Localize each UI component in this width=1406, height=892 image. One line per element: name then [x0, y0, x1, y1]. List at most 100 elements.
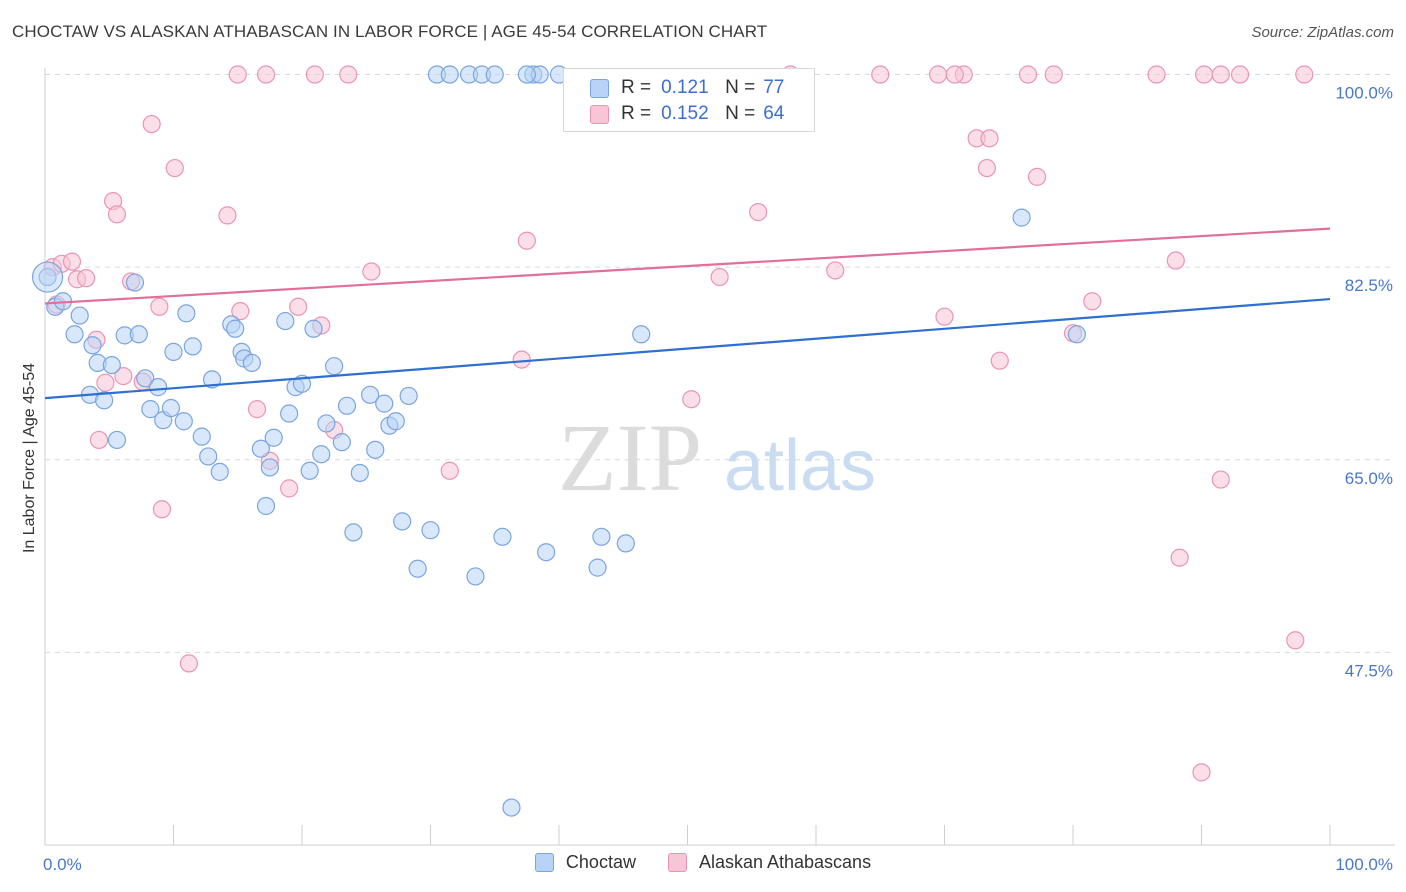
athabascan-point: [280, 479, 299, 498]
athabascan-point: [77, 269, 96, 288]
athabascan-point: [928, 65, 948, 84]
y-axis-label: In Labor Force | Age 45-54: [21, 363, 38, 553]
choctaw-point: [1012, 208, 1031, 227]
choctaw-point: [226, 319, 245, 338]
choctaw-point: [136, 369, 155, 388]
athabascan-point: [1194, 65, 1214, 84]
athabascan-point: [247, 400, 267, 419]
y-tick-label: 65.0%: [1345, 469, 1393, 488]
athabascan-point: [339, 65, 358, 84]
athabascan-point: [142, 114, 161, 134]
athabascan-point: [256, 65, 276, 84]
athabascan-point: [517, 231, 536, 250]
n-label: N =: [725, 103, 756, 124]
athabascan-trend-line: [44, 227, 1331, 305]
choctaw-point: [95, 391, 114, 410]
athabascan-swatch: [590, 104, 609, 124]
choctaw-point: [1067, 325, 1086, 344]
x-tick-labels: 0.0% 100.0%: [43, 855, 1393, 874]
athabascan-point: [152, 500, 172, 519]
watermark-zip: ZIP: [558, 404, 702, 511]
choctaw-point: [502, 798, 521, 817]
stats-legend: R = 0.121 N = 77 R = 0.152 N = 64: [563, 68, 815, 132]
y-tick-label: 100.0%: [1335, 84, 1393, 103]
choctaw-point: [325, 357, 344, 376]
choctaw-point: [304, 319, 323, 338]
choctaw-point: [260, 458, 279, 477]
athabascan-n-value: 64: [763, 103, 785, 124]
watermark: ZIP atlas: [558, 404, 876, 511]
choctaw-point: [141, 400, 160, 419]
choctaw-point: [517, 65, 536, 84]
legend-row-choctaw: R = 0.121 N = 77: [590, 77, 784, 99]
athabascan-point: [1170, 548, 1189, 567]
choctaw-legend-label: Choctaw: [565, 852, 636, 872]
choctaw-point: [592, 527, 611, 546]
choctaw-large-point: [31, 261, 64, 293]
athabascan-point: [826, 261, 845, 280]
legend-item-athabascan[interactable]: Alaskan Athabascans: [667, 852, 872, 873]
athabascan-point: [89, 430, 109, 450]
choctaw-point: [300, 461, 319, 480]
athabascan-point: [990, 351, 1009, 370]
athabascan-point: [218, 206, 237, 225]
choctaw-point: [466, 567, 485, 586]
athabascan-point: [228, 65, 247, 84]
athabascan-point: [305, 65, 324, 84]
athabascan-point: [96, 373, 115, 392]
athabascan-point: [977, 158, 997, 178]
choctaw-point: [148, 378, 168, 397]
choctaw-point: [312, 445, 331, 464]
choctaw-point: [317, 414, 336, 433]
choctaw-r-value: 0.121: [661, 77, 709, 98]
athabascan-point: [1286, 631, 1305, 650]
data-points: [31, 65, 1314, 817]
athabascan-point: [1295, 65, 1314, 84]
choctaw-swatch: [590, 78, 609, 98]
athabascan-point: [107, 205, 127, 224]
athabascan-point: [945, 65, 964, 84]
athabascan-point: [980, 129, 999, 148]
athabascan-point: [165, 158, 184, 178]
athabascan-point: [1027, 167, 1047, 186]
athabascan-point: [362, 262, 381, 281]
source-credit: Source: ZipAtlas.com: [1251, 24, 1394, 41]
r-label: R =: [621, 103, 652, 124]
athabascan-point: [871, 65, 890, 84]
athabascan-point: [440, 461, 459, 480]
choctaw-point: [199, 447, 218, 466]
choctaw-point: [537, 543, 556, 562]
athabascan-point: [231, 302, 250, 321]
legend-item-choctaw[interactable]: Choctaw: [534, 852, 636, 873]
choctaw-point: [83, 336, 102, 355]
choctaw-point: [256, 496, 276, 516]
choctaw-point: [251, 439, 270, 458]
choctaw-point: [421, 521, 440, 540]
choctaw-point: [493, 527, 512, 546]
athabascan-point: [62, 252, 82, 271]
athabascan-point: [710, 267, 729, 287]
choctaw-trend-line: [44, 297, 1331, 400]
athabascan-r-value: 0.152: [661, 103, 709, 124]
athabascan-point: [114, 367, 133, 386]
axes: [44, 68, 1395, 846]
choctaw-point: [202, 370, 222, 389]
athabascan-point: [1083, 292, 1102, 311]
choctaw-point: [192, 427, 211, 446]
athabascan-legend-label: Alaskan Athabascans: [698, 852, 872, 872]
athabascan-point: [682, 390, 701, 409]
athabascan-point: [179, 654, 199, 673]
choctaw-point: [177, 304, 196, 323]
choctaw-point: [337, 396, 357, 415]
trend-lines: [44, 227, 1331, 400]
choctaw-point: [276, 311, 295, 331]
choctaw-point: [350, 463, 369, 483]
choctaw-point: [485, 65, 504, 84]
choctaw-point: [361, 385, 380, 404]
athabascan-point: [512, 350, 531, 369]
n-label: N =: [725, 77, 756, 98]
athabascan-point: [150, 297, 169, 316]
athabascan-point: [1147, 65, 1166, 84]
choctaw-point: [280, 404, 299, 423]
watermark-atlas: atlas: [724, 426, 876, 506]
